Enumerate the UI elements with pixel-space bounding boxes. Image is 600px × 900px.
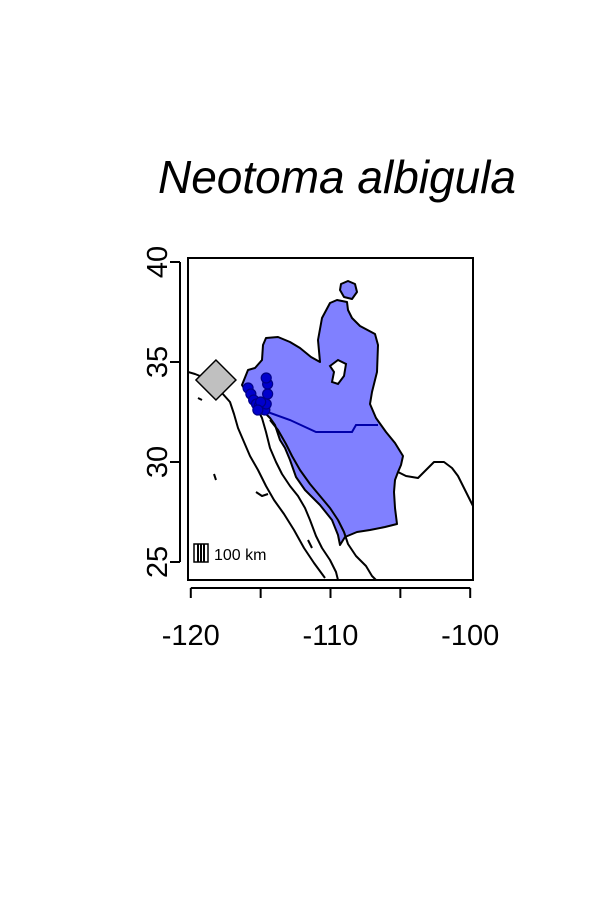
scale-bar-label: 100 km — [214, 547, 266, 564]
species-range-polygon — [241, 299, 404, 546]
occurrence-point — [260, 372, 272, 384]
map-title: Neotoma albigula — [158, 151, 516, 203]
y-axis: 25 30 35 40 — [142, 246, 181, 578]
occurrence-points — [242, 372, 274, 416]
island-shape — [255, 491, 269, 497]
occurrence-point — [252, 404, 264, 416]
island-shape — [197, 397, 203, 401]
locality-diamond-marker — [194, 358, 238, 402]
international-border-line — [261, 409, 378, 433]
y-tick-label: 30 — [142, 446, 174, 478]
x-axis: -120 -110 -100 — [162, 587, 499, 652]
scale-bar: 100 km — [193, 543, 266, 564]
range-outlier-patch — [339, 280, 358, 300]
y-tick-label: 40 — [142, 246, 174, 278]
x-tick-label: -100 — [441, 620, 499, 652]
x-tick-label: -120 — [162, 620, 220, 652]
island-shape — [213, 473, 217, 481]
y-tick-label: 25 — [142, 546, 174, 578]
x-tick-label: -110 — [303, 620, 359, 652]
map-panel — [188, 280, 473, 580]
baja-gulf-coastline — [247, 394, 339, 580]
island-shape — [307, 539, 313, 549]
plot-frame — [187, 257, 474, 581]
gulf-of-mexico-coastline — [397, 461, 473, 507]
y-tick-label: 35 — [142, 346, 174, 378]
occurrence-point — [262, 388, 274, 400]
mainland-gulf-coastline — [269, 419, 377, 580]
lake-shape — [328, 358, 348, 386]
